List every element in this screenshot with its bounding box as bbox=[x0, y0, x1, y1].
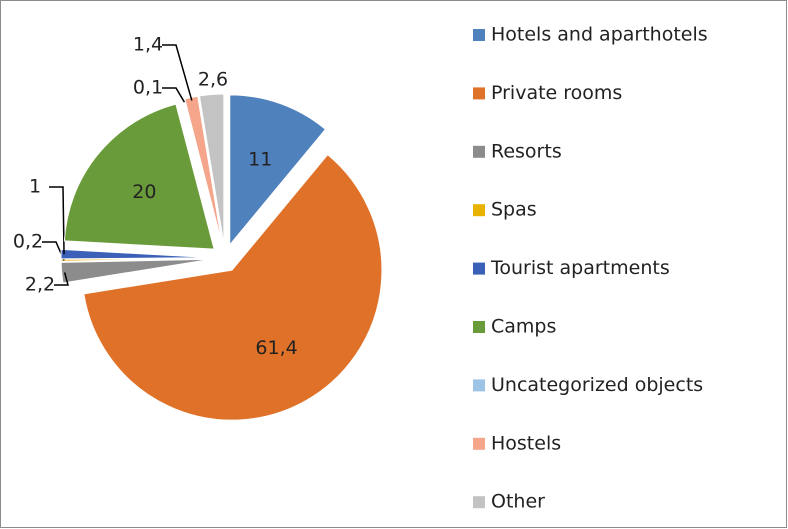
legend-swatch bbox=[473, 437, 485, 450]
legend-label: Hostels bbox=[491, 432, 561, 454]
leader-line bbox=[54, 272, 69, 286]
data-label: 0,2 bbox=[13, 231, 43, 253]
pie-slice bbox=[229, 94, 327, 247]
legend-label: Camps bbox=[491, 316, 556, 338]
pie-slice bbox=[83, 153, 383, 421]
legend-label: Resorts bbox=[491, 140, 562, 162]
data-label: 11 bbox=[248, 149, 272, 171]
legend-swatch bbox=[473, 496, 485, 509]
data-label: 1,4 bbox=[133, 34, 163, 56]
pie-slice bbox=[60, 258, 212, 284]
legend-label: Other bbox=[491, 491, 545, 513]
data-label: 61,4 bbox=[255, 337, 297, 359]
leader-line bbox=[49, 186, 65, 255]
data-label: 20 bbox=[132, 181, 156, 203]
legend-label: Tourist apartments bbox=[490, 257, 670, 279]
data-label: 0,1 bbox=[133, 77, 163, 99]
leader-line bbox=[162, 87, 186, 103]
pie-slice bbox=[198, 93, 225, 245]
legend-label: Spas bbox=[491, 199, 537, 221]
legend-swatch bbox=[473, 29, 485, 41]
legend-swatch bbox=[473, 379, 485, 392]
legend-label: Hotels and aparthotels bbox=[491, 24, 708, 46]
legend-swatch bbox=[473, 87, 485, 100]
data-label: 2,2 bbox=[25, 274, 55, 296]
legend-swatch bbox=[473, 321, 485, 333]
legend-label: Uncategorized objects bbox=[491, 374, 703, 396]
data-label: 2,6 bbox=[198, 69, 228, 91]
legend-label: Private rooms bbox=[491, 82, 622, 104]
leader-line bbox=[162, 44, 193, 101]
legend-swatch bbox=[473, 262, 485, 275]
data-label: 1 bbox=[29, 176, 41, 198]
pie-slice bbox=[60, 257, 212, 262]
pie-slice bbox=[60, 248, 212, 260]
legend-swatch bbox=[473, 145, 485, 158]
legend-swatch bbox=[473, 204, 485, 217]
pie-slice bbox=[63, 103, 215, 250]
